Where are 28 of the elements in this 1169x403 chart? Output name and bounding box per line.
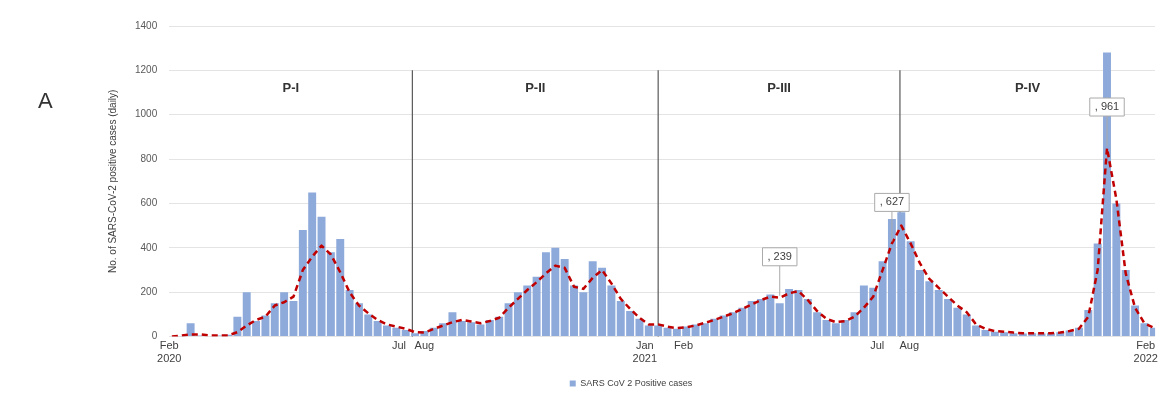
- y-tick-label: 400: [140, 241, 158, 253]
- x-tick-label: Feb: [674, 339, 694, 352]
- y-tick-label: 1000: [135, 108, 158, 120]
- annotation: , 239: [767, 249, 792, 262]
- x-tick-label: Feb 2020: [157, 339, 182, 365]
- annotation: P-III: [767, 79, 791, 95]
- annotation: , 961: [1094, 100, 1120, 113]
- annotation: P-IV: [1014, 79, 1041, 95]
- y-tick-label: 0: [151, 330, 158, 342]
- line-series: [170, 146, 1156, 337]
- y-tick-label: 1200: [135, 64, 158, 76]
- y-axis-title: No. of SARS-CoV-2 positive cases (daily): [106, 89, 118, 273]
- y-tick-label: 200: [140, 285, 158, 297]
- annotation: P-II: [525, 79, 546, 95]
- annotation: P-I: [282, 79, 300, 95]
- bar: [1149, 327, 1156, 337]
- text: A: [38, 88, 53, 114]
- x-tick-label: Jul: [391, 339, 407, 352]
- x-tick-label: Aug: [414, 339, 435, 352]
- x-tick-label: Aug: [899, 339, 920, 352]
- y-tick-label: 800: [140, 152, 158, 164]
- x-tick-label: Jan 2021: [632, 339, 658, 365]
- x-tick-label: Feb 2022: [1133, 339, 1158, 365]
- x-tick-label: Jul: [870, 339, 885, 352]
- y-tick-label: 1400: [135, 19, 158, 31]
- y-tick-label: 600: [140, 197, 158, 209]
- legend-label: SARS CoV 2 Positive cases: [580, 377, 693, 388]
- annotation: , 627: [879, 195, 905, 208]
